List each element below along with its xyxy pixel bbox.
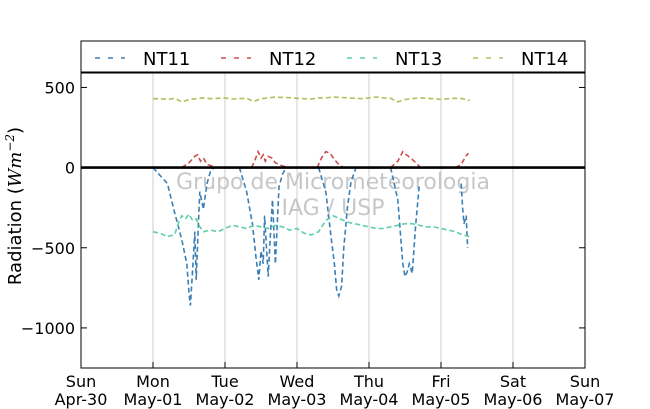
plot-frame — [80, 72, 586, 369]
series-line-nt11 — [152, 167, 469, 306]
x-tick-label-date: May-06 — [484, 390, 543, 409]
y-axis-label: Radiation (Wm−2) — [3, 127, 26, 285]
x-tick-label-date: May-04 — [340, 390, 399, 409]
legend-label-nt14: NT14 — [521, 49, 568, 70]
x-tick-label-date: May-07 — [556, 390, 615, 409]
x-tick-label-day: Sun — [570, 372, 600, 391]
y-tick-label: 500 — [44, 78, 75, 97]
y-tick-label: −1000 — [21, 319, 75, 338]
legend-label-nt13: NT13 — [395, 49, 442, 70]
legend-box — [80, 40, 586, 73]
series-layer — [152, 96, 470, 306]
series-line-nt12 — [181, 149, 469, 169]
legend-label-nt12: NT12 — [269, 49, 316, 70]
x-tick-label-day: Wed — [280, 372, 315, 391]
x-tick-label-day: Fri — [431, 372, 450, 391]
x-tick-label-day: Sat — [500, 372, 526, 391]
x-tick-label-date: May-02 — [196, 390, 255, 409]
x-tick-label-day: Sun — [66, 372, 96, 391]
legend: NT11 NT12 NT13 NT14 — [80, 40, 586, 73]
series-line-nt13 — [152, 212, 470, 238]
y-tick-label: −500 — [31, 239, 75, 258]
watermark-line: IAG / USP — [282, 196, 385, 221]
x-tick-label-date: May-05 — [412, 390, 471, 409]
x-tick-label-date: May-03 — [268, 390, 327, 409]
x-tick-label-day: Thu — [353, 372, 384, 391]
series-line-nt14 — [153, 96, 470, 103]
watermark-line: Grupo de Micrometeorologia — [176, 170, 490, 195]
x-tick-label-date: May-01 — [124, 390, 183, 409]
axes-layer: 5000−500−1000SunApr-30MonMay-01TueMay-02… — [21, 72, 615, 409]
x-tick-label-day: Tue — [210, 372, 238, 391]
y-tick-label: 0 — [65, 159, 75, 178]
grid-layer — [152, 73, 514, 368]
x-tick-label-day: Mon — [136, 372, 170, 391]
legend-label-nt11: NT11 — [143, 49, 190, 70]
y-axis-label-text: Radiation (Wm−2) — [3, 127, 26, 285]
x-tick-label-date: Apr-30 — [55, 390, 108, 409]
